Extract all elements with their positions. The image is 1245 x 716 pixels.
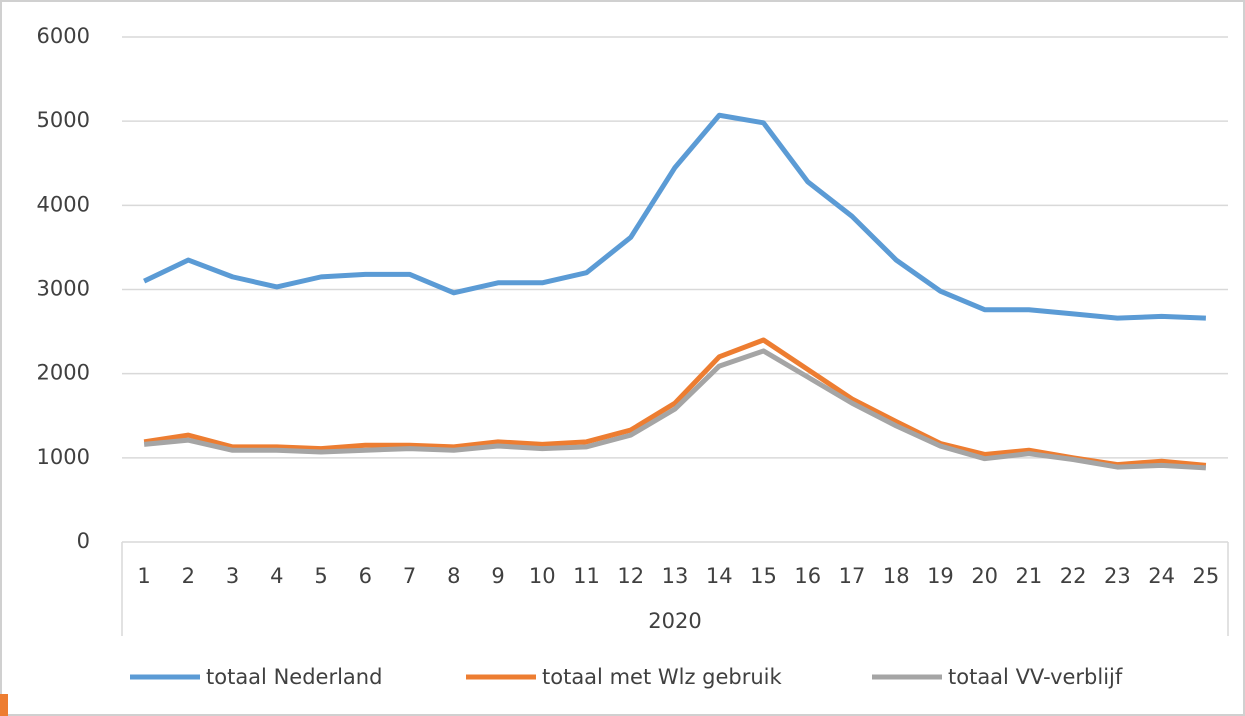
- legend-label: totaal Nederland: [206, 665, 382, 689]
- y-tick-label: 1000: [37, 445, 90, 469]
- x-tick-label: 16: [794, 564, 821, 588]
- x-tick-label: 3: [226, 564, 239, 588]
- x-tick-label: 9: [491, 564, 504, 588]
- x-tick-label: 20: [971, 564, 998, 588]
- legend-label: totaal VV-verblijf: [948, 665, 1123, 689]
- x-tick-label: 21: [1016, 564, 1043, 588]
- x-tick-label: 7: [403, 564, 416, 588]
- series-line: [143, 348, 1207, 471]
- x-tick-label: 10: [529, 564, 556, 588]
- x-tick-label: 14: [706, 564, 733, 588]
- x-tick-label: 4: [270, 564, 283, 588]
- series-line: [143, 112, 1206, 321]
- y-tick-label: 3000: [37, 277, 90, 301]
- x-tick-label: 15: [750, 564, 777, 588]
- x-tick-label: 12: [617, 564, 644, 588]
- x-tick-label: 2: [182, 564, 195, 588]
- y-tick-label: 0: [77, 529, 90, 553]
- y-tick-label: 4000: [37, 192, 90, 216]
- x-tick-label: 8: [447, 564, 460, 588]
- x-tick-label: 22: [1060, 564, 1087, 588]
- x-group-label: 2020: [648, 609, 701, 633]
- x-tick-label: 13: [662, 564, 689, 588]
- x-tick-label: 1: [137, 564, 150, 588]
- x-tick-label: 19: [927, 564, 954, 588]
- y-tick-label: 2000: [37, 361, 90, 385]
- corner-accent: [0, 694, 8, 716]
- legend-label: totaal met Wlz gebruik: [542, 665, 783, 689]
- x-tick-label: 6: [359, 564, 372, 588]
- x-tick-label: 5: [314, 564, 327, 588]
- x-tick-label: 11: [573, 564, 600, 588]
- y-tick-label: 6000: [37, 24, 90, 48]
- series-line: [143, 337, 1207, 468]
- x-tick-label: 18: [883, 564, 910, 588]
- x-tick-label: 24: [1148, 564, 1175, 588]
- y-tick-label: 5000: [37, 108, 90, 132]
- x-tick-label: 17: [839, 564, 866, 588]
- x-tick-label: 23: [1104, 564, 1131, 588]
- x-tick-label: 25: [1193, 564, 1220, 588]
